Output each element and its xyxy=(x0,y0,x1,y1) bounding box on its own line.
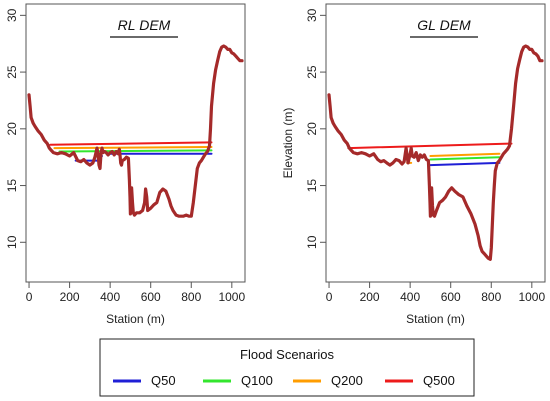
panel-gl-dem: 0 200 400 600 800 1000 10 15 20 25 30 Station (m) El… xyxy=(281,3,546,326)
y-tick-label: 30 xyxy=(5,8,19,22)
legend-box xyxy=(99,338,475,397)
x-tick-label: 400 xyxy=(100,290,120,304)
legend-label-q50: Q50 xyxy=(151,373,176,388)
x-tick-label: 200 xyxy=(60,290,80,304)
legend-label-q100: Q100 xyxy=(241,373,273,388)
x-axis-title: Station (m) xyxy=(406,312,465,326)
x-tick-label: 1000 xyxy=(218,290,245,304)
water-level-q50-line xyxy=(429,161,501,167)
y-tick-label: 10 xyxy=(305,235,319,249)
x-tick-label: 600 xyxy=(141,290,161,304)
legend-label-q500: Q500 xyxy=(423,373,455,388)
x-tick-label: 600 xyxy=(441,290,461,304)
water-level-q100-line xyxy=(429,156,501,161)
x-tick-label: 1000 xyxy=(518,290,545,304)
water-level-q200-line xyxy=(53,146,213,150)
panel-title: RL DEM xyxy=(118,17,171,33)
terrain-profile-line xyxy=(327,44,544,261)
legend: Flood Scenarios Q50 Q100 Q200 Q500 xyxy=(99,338,475,397)
x-tick-label: 0 xyxy=(326,290,333,304)
panel-title: GL DEM xyxy=(417,17,471,33)
legend-label-q200: Q200 xyxy=(331,373,363,388)
x-tick-label: 800 xyxy=(181,290,201,304)
y-tick-label: 30 xyxy=(305,8,319,22)
x-tick-label: 0 xyxy=(26,290,33,304)
terrain-profile-line xyxy=(27,44,244,218)
water-level-q100-line xyxy=(58,149,213,153)
plot-frame xyxy=(325,3,546,283)
y-tick-label: 15 xyxy=(305,179,319,193)
y-tick-label: 20 xyxy=(305,122,319,136)
y-tick-label: 25 xyxy=(305,65,319,79)
x-tick-label: 800 xyxy=(481,290,501,304)
y-tick-label: 15 xyxy=(5,179,19,193)
plot-frame xyxy=(25,3,246,283)
y-tick-label: 10 xyxy=(5,235,19,249)
y-tick-label: 25 xyxy=(5,65,19,79)
y-tick-label: 20 xyxy=(5,122,19,136)
x-tick-label: 400 xyxy=(400,290,420,304)
water-level-q500-line xyxy=(49,141,213,146)
legend-title: Flood Scenarios xyxy=(240,347,334,362)
water-level-q500-line xyxy=(347,142,513,150)
panel-rl-dem: 0 200 400 600 800 1000 10 15 20 25 30 Station (m) RL… xyxy=(5,3,246,326)
x-axis-title: Station (m) xyxy=(106,312,165,326)
water-level-q200-line xyxy=(429,152,501,157)
y-axis-title: Elevation (m) xyxy=(281,108,295,179)
x-tick-label: 200 xyxy=(360,290,380,304)
